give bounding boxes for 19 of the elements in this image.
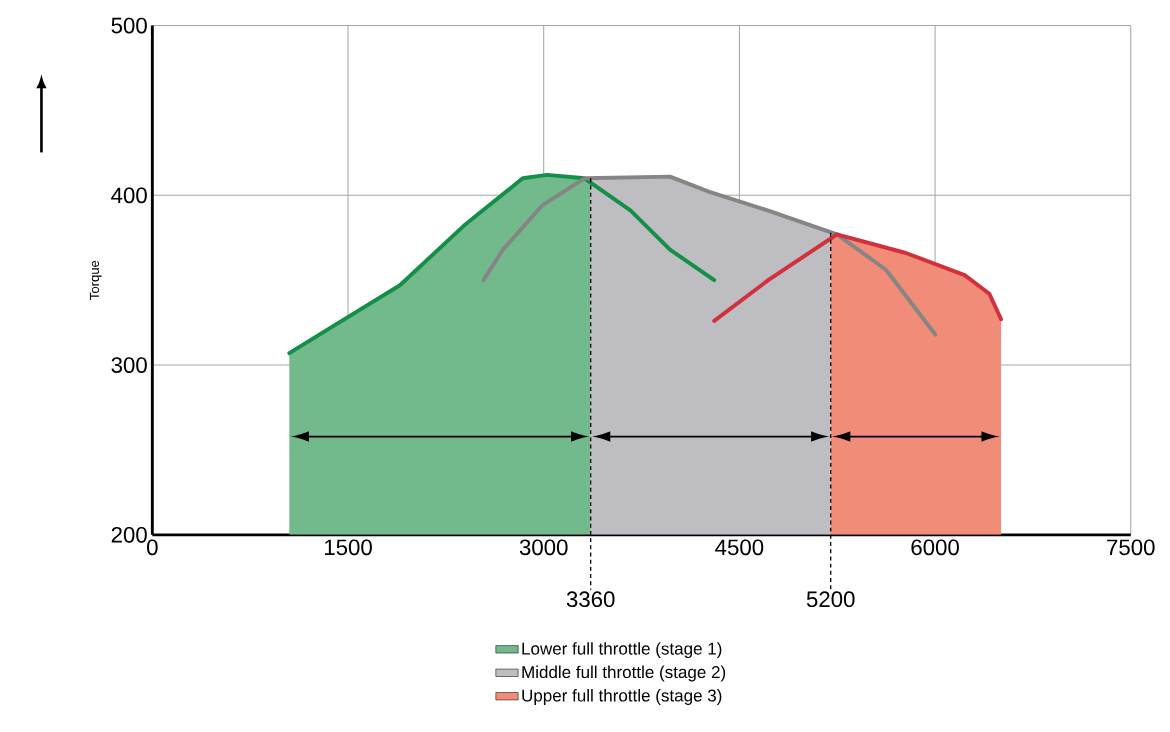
x-tick-label: 7500 — [1107, 539, 1155, 556]
y-axis-title: Torque — [89, 260, 102, 300]
y-tick-label: 500 — [111, 17, 147, 34]
line-series — [287, 172, 717, 356]
x-tick-label: 3000 — [519, 539, 568, 556]
x-tick-label: 1500 — [324, 539, 372, 556]
x-tick-label: 4500 — [715, 539, 764, 556]
x-tick-label: 0 — [147, 539, 158, 556]
line-series — [481, 174, 938, 337]
legend-label: Middle full throttle (stage 2) — [522, 665, 726, 682]
line-series — [712, 232, 1004, 323]
y-tick-label: 400 — [111, 187, 147, 204]
y-tick-label: 200 — [111, 526, 147, 543]
x-tick-label: 6000 — [911, 539, 959, 556]
legend-label: Lower full throttle (stage 1) — [522, 642, 722, 659]
ref-line-label: 3360 — [566, 591, 615, 608]
legend-label: Upper full throttle (stage 3) — [522, 689, 722, 705]
y-tick-label: 300 — [111, 357, 147, 373]
ref-line-label: 5200 — [806, 591, 855, 608]
